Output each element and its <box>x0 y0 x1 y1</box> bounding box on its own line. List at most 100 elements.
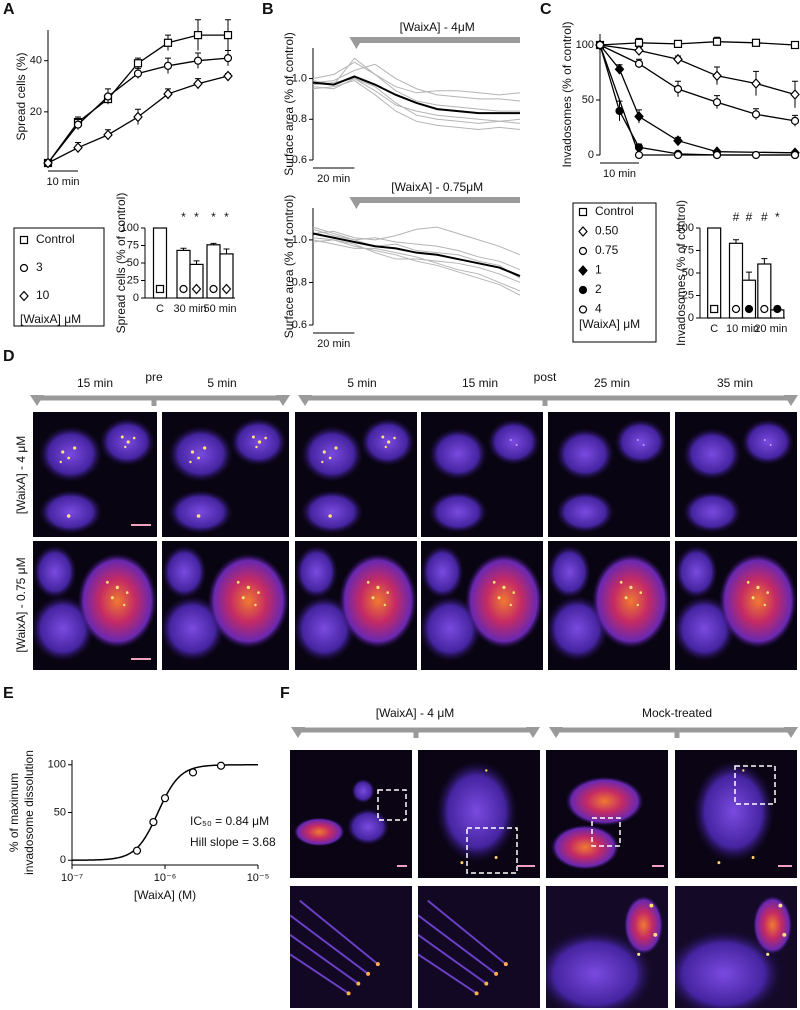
marker <box>751 38 761 47</box>
zoom-image <box>418 886 540 1008</box>
marker <box>712 70 722 82</box>
marker <box>634 45 644 56</box>
panel-label: F <box>280 685 290 702</box>
marker <box>193 56 203 65</box>
marker <box>790 116 800 126</box>
significance: # <box>761 210 768 224</box>
micrograph <box>675 412 797 537</box>
marker <box>673 84 683 94</box>
marker <box>751 150 761 160</box>
legend-marker <box>578 207 588 217</box>
marker <box>790 89 800 100</box>
marker <box>223 54 233 63</box>
bar <box>707 227 722 319</box>
significance: # <box>746 210 753 224</box>
micrograph <box>33 541 157 670</box>
y-tick-label: 100 <box>676 222 694 234</box>
scale-bar-label: 20 min <box>317 338 350 350</box>
y-tick-label: 1.0 <box>292 72 307 84</box>
y-axis-label: Spread cells (% of control) <box>114 193 128 334</box>
y-tick-label: 0 <box>60 854 66 866</box>
panel-label: D <box>3 348 15 365</box>
panel-label: B <box>262 1 274 18</box>
arrow-head <box>784 395 798 406</box>
error-bar <box>223 248 230 254</box>
y-tick-label: 25 <box>682 289 694 301</box>
annotation: Hill slope = 3.68 <box>190 835 276 849</box>
bar-marker <box>744 304 754 314</box>
bar-marker <box>209 284 218 294</box>
significance: * <box>181 210 186 224</box>
series-line <box>312 63 521 102</box>
point <box>216 761 226 770</box>
y-axis-label: Surface area (% of control) <box>282 195 296 338</box>
treatment-label: [WaixA] - 0.75μM <box>391 180 483 194</box>
marker <box>751 110 761 119</box>
timepoint: post <box>534 370 557 384</box>
y-tick-label: 75 <box>682 244 694 256</box>
legend-marker <box>578 246 588 256</box>
micrograph <box>421 541 543 670</box>
legend-box <box>13 227 105 327</box>
error-bar <box>180 247 187 251</box>
timepoint: 15 min <box>462 376 498 390</box>
legend-box <box>572 202 657 343</box>
micrograph <box>546 750 668 878</box>
marker <box>712 150 722 160</box>
row-label: [WaixA] - 4 μM <box>14 436 28 514</box>
timepoint: pre <box>145 370 163 384</box>
marker <box>193 31 203 40</box>
timepoint: 5 min <box>347 376 376 390</box>
arrow-head <box>276 395 290 406</box>
error-bar <box>761 258 768 264</box>
x-tick-label: C <box>710 323 718 335</box>
series-line <box>312 80 521 130</box>
marker <box>73 142 83 154</box>
y-tick-label: 0 <box>133 292 139 304</box>
micrograph <box>548 541 670 670</box>
zoom-box <box>377 789 407 821</box>
marker <box>634 150 644 160</box>
arrow-head <box>30 395 44 406</box>
error-bar <box>210 242 217 245</box>
legend-marker <box>19 290 29 302</box>
treatment-label: [WaixA] - 4μM <box>400 20 475 34</box>
significance: * <box>194 210 199 224</box>
marker <box>673 135 683 147</box>
micrograph <box>295 412 417 537</box>
row-label: [WaixA] - 0.75 μM <box>14 557 28 652</box>
micrograph <box>418 750 540 878</box>
micrograph <box>290 750 412 878</box>
marker <box>634 111 644 122</box>
scale-bar-label: 20 min <box>317 173 350 185</box>
y-tick-label: 0.8 <box>292 113 307 125</box>
x-tick-label: 10 min <box>726 323 759 335</box>
legend-title: [WaixA] μM <box>579 317 640 331</box>
legend-label: Control <box>36 232 75 246</box>
marker <box>751 78 761 89</box>
bar <box>152 227 168 299</box>
legend-label: 3 <box>36 260 43 274</box>
y-tick-label: 1.0 <box>292 234 307 246</box>
panel-label: C <box>540 1 552 18</box>
marker <box>133 69 143 78</box>
bar-marker <box>191 283 202 295</box>
point <box>132 846 142 855</box>
y-tick-label: 0.6 <box>292 154 307 166</box>
series-line <box>312 57 521 96</box>
zoom-box <box>591 817 621 847</box>
treatment-arrow-head <box>349 197 364 209</box>
marker <box>712 98 722 107</box>
panel-d-timeline: 15 min pre 5 min 5 min 15 min post 25 mi… <box>14 370 798 653</box>
zoom-image <box>290 886 412 1008</box>
micrograph <box>33 412 157 537</box>
micrograph <box>548 412 670 537</box>
micrograph <box>675 750 797 878</box>
error-bar <box>193 260 200 265</box>
y-axis-label: invadosome dissolution <box>22 750 36 875</box>
y-tick-label: 0 <box>588 149 594 161</box>
series-line <box>312 228 521 271</box>
series-line <box>599 44 796 154</box>
marker <box>673 150 683 160</box>
legend-label: 1 <box>595 263 602 277</box>
